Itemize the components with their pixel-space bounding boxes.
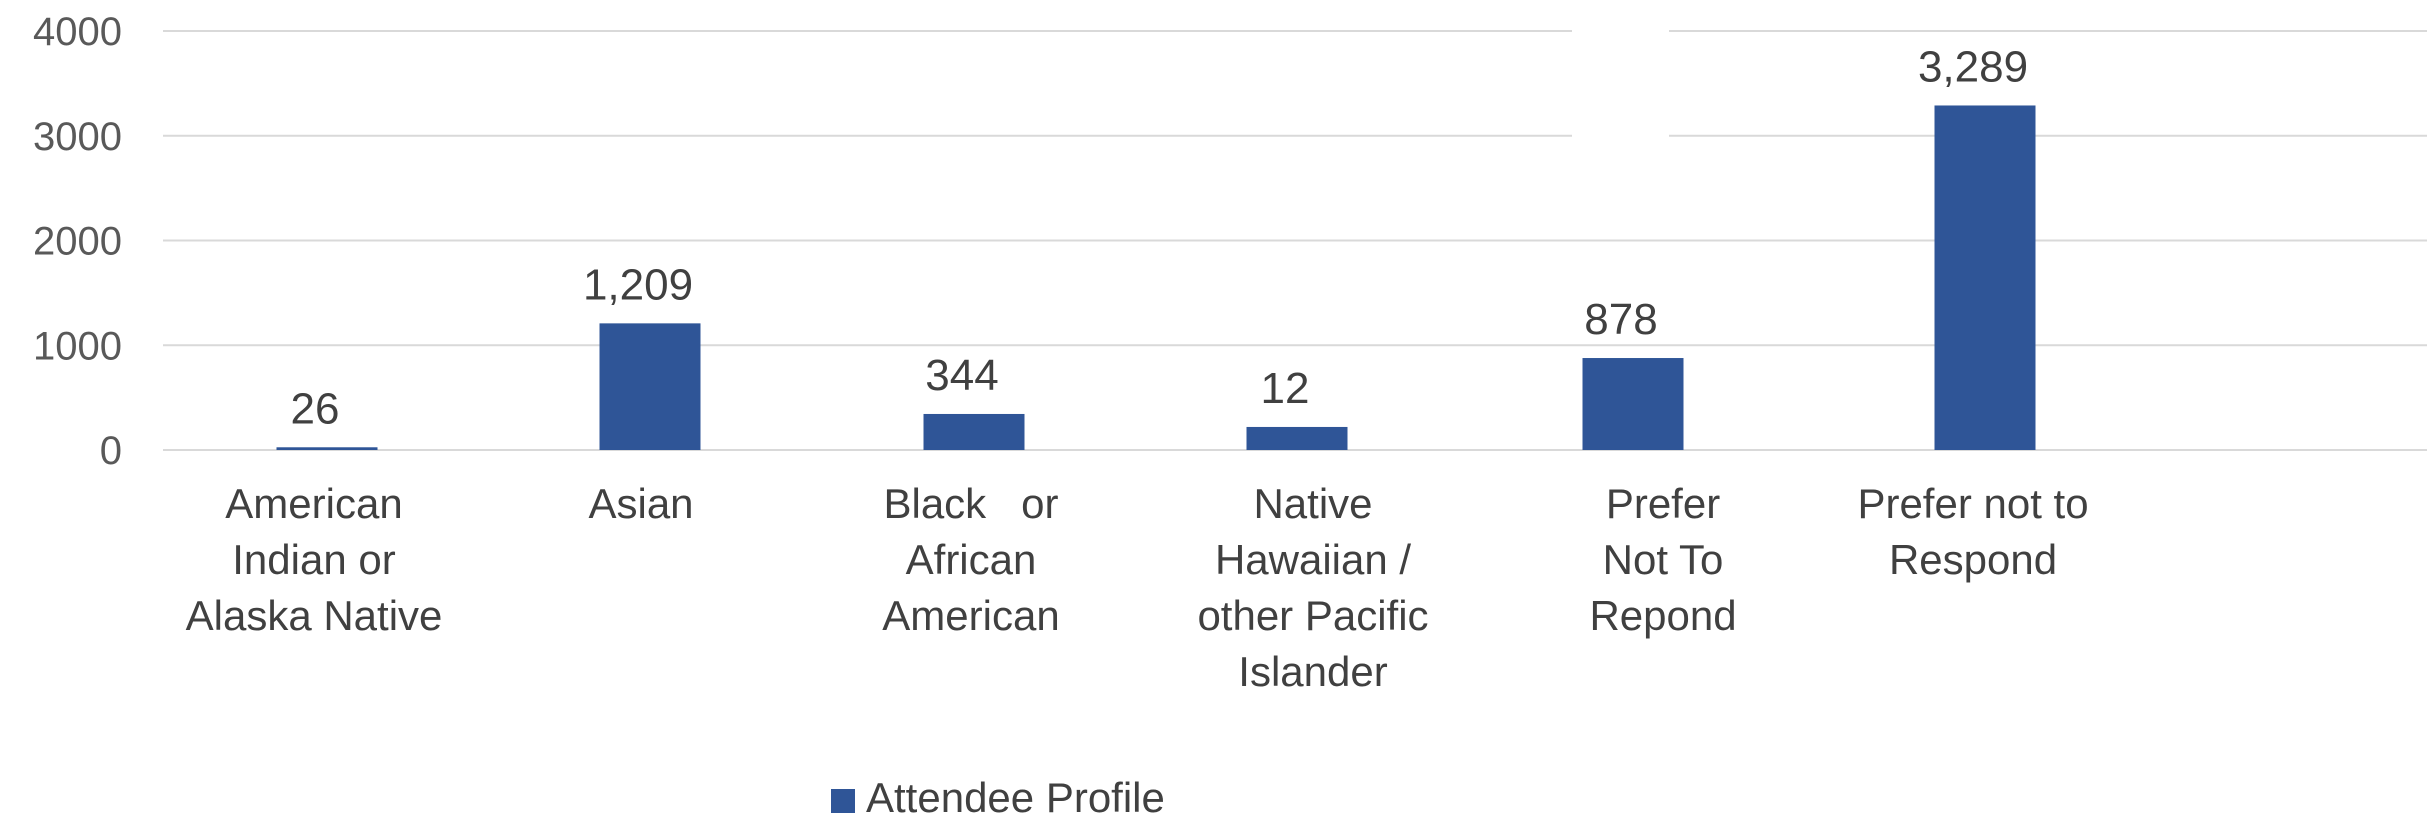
y-tick-label: 3000 <box>33 115 122 159</box>
y-tick-label: 1000 <box>33 324 122 368</box>
bar <box>599 323 701 450</box>
category-labels: American Indian or Alaska Native Asian Black… <box>186 480 2089 695</box>
category-label-line: Repond <box>1589 592 1736 639</box>
category-label-line: Islander <box>1238 648 1387 695</box>
y-tick-label: 4000 <box>33 10 122 54</box>
y-tick-label: 2000 <box>33 220 122 264</box>
data-label: 878 <box>1584 295 1657 344</box>
category-label: Native Hawaiian / other Pacific Islander <box>1197 480 1428 695</box>
category-label-line: Prefer <box>1606 480 1720 527</box>
data-label: 344 <box>925 351 998 400</box>
category-label-line: Native <box>1253 480 1372 527</box>
data-label: 12 <box>1261 364 1310 413</box>
category-label-line: Alaska Native <box>186 592 443 639</box>
data-label: 1,209 <box>583 260 693 309</box>
bar <box>1246 426 1348 450</box>
gridlines <box>163 30 2427 451</box>
bar <box>923 413 1025 450</box>
category-label-line: Prefer not to <box>1857 480 2088 527</box>
category-label-line: African <box>906 536 1037 583</box>
legend-swatch <box>831 789 855 813</box>
legend-label: Attendee Profile <box>866 774 1165 819</box>
data-label: 3,289 <box>1918 42 2028 91</box>
category-label: Black or African American <box>882 480 1059 639</box>
legend: Attendee Profile <box>831 774 1165 819</box>
category-label: Asian <box>588 480 693 527</box>
category-label-line: Asian <box>588 480 693 527</box>
bars <box>276 105 2036 451</box>
category-label-line: Black or <box>883 480 1058 527</box>
category-label-line: Respond <box>1889 536 2057 583</box>
data-label: 26 <box>291 384 340 433</box>
category-label: American Indian or Alaska Native <box>186 480 443 639</box>
category-label-line: American <box>225 480 402 527</box>
bar <box>276 447 378 450</box>
category-label-line: Hawaiian / <box>1215 536 1411 583</box>
category-label-line: Not To <box>1603 536 1724 583</box>
category-label-line: Indian or <box>232 536 395 583</box>
category-label: Prefer Not To Repond <box>1589 480 1736 639</box>
y-tick-label: 0 <box>100 429 122 473</box>
bar <box>1934 105 2036 451</box>
category-label: Prefer not to Respond <box>1857 480 2088 583</box>
data-labels: 26 1,209 344 12 878 3,289 <box>291 42 2029 433</box>
category-label-line: other Pacific <box>1197 592 1428 639</box>
category-label-line: American <box>882 592 1059 639</box>
bar <box>1582 358 1684 450</box>
y-axis-ticks: 0 1000 2000 3000 4000 <box>33 10 122 473</box>
